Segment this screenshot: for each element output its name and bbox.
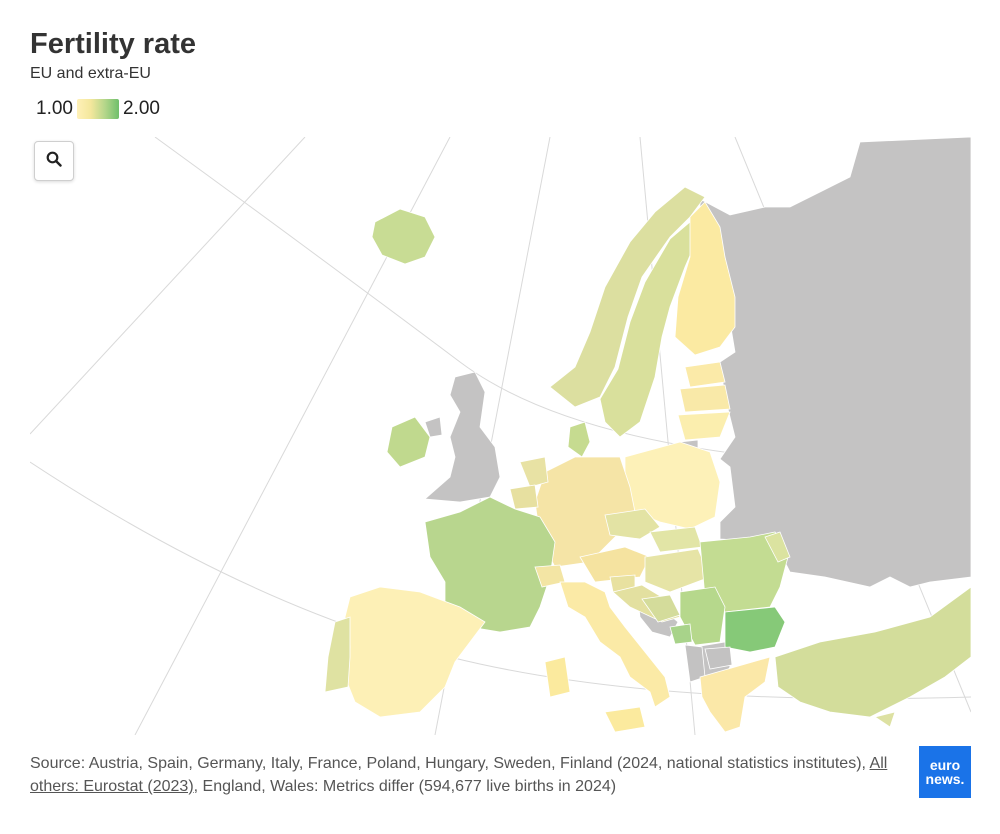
- country-portugal: [324, 616, 351, 693]
- map-title: Fertility rate: [30, 28, 196, 60]
- europe-map[interactable]: [30, 137, 971, 735]
- country-norway: [549, 186, 706, 408]
- source-text: Source: Austria, Spain, Germany, Italy, …: [30, 755, 870, 772]
- country-bulgaria: [724, 606, 786, 653]
- country-france: [424, 496, 556, 633]
- country-lithuania: [677, 411, 731, 441]
- country-belgium: [509, 484, 539, 510]
- country-sweden: [599, 221, 699, 438]
- country-denmark: [567, 421, 591, 458]
- map-subtitle: EU and extra-EU: [30, 65, 151, 82]
- country-hungary: [644, 548, 711, 593]
- country-estonia: [684, 361, 726, 388]
- country-italy: [559, 581, 671, 708]
- source-text-suffix: , England, Wales: Metrics differ (594,67…: [193, 778, 617, 795]
- legend-min-label: 1.00: [36, 98, 73, 119]
- country-moldova: [764, 531, 791, 563]
- uk: [424, 371, 501, 503]
- country-serbia: [679, 586, 726, 646]
- northern-ireland: [424, 416, 443, 438]
- map-zoom-button[interactable]: [34, 141, 74, 181]
- logo-line2: news.: [925, 771, 965, 787]
- legend-max-label: 2.00: [122, 98, 160, 119]
- logo-line1: euro: [929, 757, 961, 773]
- country-greece: [699, 656, 771, 733]
- country-sicily: [604, 706, 646, 733]
- country-latvia: [679, 384, 731, 413]
- country-montenegro: [669, 623, 693, 645]
- russia-ukraine-belarus: [699, 137, 971, 588]
- country-cyprus: [874, 711, 896, 728]
- country-turkey: [774, 586, 971, 718]
- countries: [324, 186, 971, 733]
- map-svg[interactable]: [30, 137, 971, 735]
- country-slovakia: [649, 526, 703, 553]
- country-czechia: [604, 508, 661, 540]
- eurostat-link[interactable]: All others: Eurostat (2023): [30, 755, 888, 795]
- source-note: Source: Austria, Spain, Germany, Italy, …: [30, 752, 890, 798]
- search-icon: [46, 151, 62, 172]
- country-netherlands: [519, 456, 549, 488]
- country-ireland: [386, 416, 431, 468]
- country-sardinia: [544, 656, 571, 698]
- country-finland: [674, 201, 736, 356]
- country-iceland: [371, 208, 436, 265]
- country-north-macedonia: [704, 646, 733, 670]
- color-legend: 1.00 2.00: [36, 97, 160, 121]
- legend-gradient-bar: [76, 99, 119, 119]
- euronews-logo: euro news.: [919, 746, 971, 798]
